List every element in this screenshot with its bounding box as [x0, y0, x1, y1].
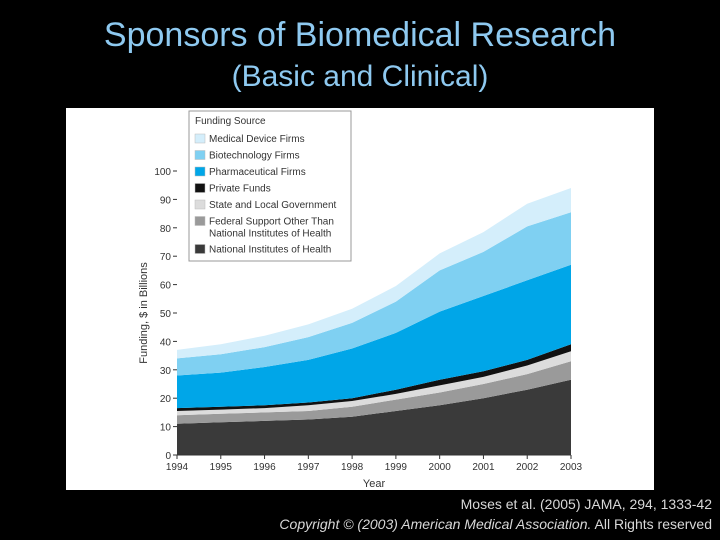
y-tick-label: 50 [160, 309, 172, 320]
axes: 0 10 20 30 40 50 60 70 80 90 100 1994 1995 1996 1997 19… [138, 167, 583, 490]
y-tick-label: 70 [160, 252, 172, 263]
y-tick-label: 40 [160, 337, 172, 348]
y-tick-label: 90 [160, 195, 172, 206]
x-tick-label: 1999 [385, 462, 408, 473]
stacked-area-chart: 0 10 20 30 40 50 60 70 80 90 100 1994 1995 1996 1997 19… [138, 110, 583, 490]
x-tick-label: 2000 [429, 462, 452, 473]
x-tick-label: 1997 [297, 462, 320, 473]
slide-title: Sponsors of Biomedical Research [103, 16, 617, 54]
y-tick-label: 10 [160, 423, 172, 434]
legend-title: Funding Source [195, 116, 266, 127]
y-tick-label: 100 [154, 167, 171, 178]
area-state-and-local-government [177, 351, 571, 416]
x-tick-label: 2001 [472, 462, 495, 473]
legend-swatch-biotechnology-firms [194, 150, 206, 160]
x-tick-label: 2002 [516, 462, 539, 473]
area-national-institutes-of-health [177, 379, 571, 455]
citation-copyright: Copyright © (2003) American Medical Asso… [279, 516, 712, 532]
legend-label-private-funds: Private Funds [209, 184, 271, 195]
area-layers [177, 188, 571, 455]
legend-swatch-federal-support-other-than-national-institutes-of-health [194, 216, 206, 226]
legend-swatch-national-institutes-of-health [194, 244, 206, 254]
legend-swatch-private-funds [194, 183, 206, 193]
y-tick-label: 0 [165, 451, 171, 462]
x-tick-label: 1996 [253, 462, 276, 473]
x-tick-label: 1994 [166, 462, 189, 473]
legend: Funding Source Medical Device Firms Biotec… [188, 110, 352, 262]
legend-label-federal-support-other-than-national-institutes-of-health: Federal Support Other Than National Insti… [209, 217, 334, 240]
y-tick-label: 60 [160, 281, 172, 292]
legend-swatch-pharmaceutical-firms [194, 166, 206, 177]
legend-swatch-medical-device-firms [194, 133, 206, 144]
copyright-notice: Copyright © (2003) American Medical Asso… [279, 516, 592, 532]
legend-label-national-institutes-of-health: National Institutes of Health [209, 245, 331, 256]
y-tick-label: 30 [160, 366, 172, 377]
legend-label-state-and-local-government: State and Local Government [209, 200, 337, 211]
legend-label-biotechnology-firms: Biotechnology Firms [209, 151, 300, 162]
legend-box [188, 110, 352, 262]
legend-swatch-state-and-local-government [194, 199, 206, 210]
x-axis-title: Year [363, 478, 386, 490]
rights-notice: All Rights reserved [591, 516, 713, 532]
legend-label-pharmaceutical-firms: Pharmaceutical Firms [209, 167, 306, 178]
area-federal-support-other-than-national-institutes-of-health [177, 361, 571, 424]
y-tick-label: 80 [160, 224, 172, 235]
x-tick-label: 2003 [560, 462, 583, 473]
area-pharmaceutical-firms [177, 264, 571, 409]
citation-reference: Moses et al. (2005) JAMA, 294, 1333-42 [460, 496, 712, 512]
legend-label-medical-device-firms: Medical Device Firms [209, 134, 305, 145]
y-tick-label: 20 [160, 394, 172, 405]
area-medical-device-firms [177, 188, 571, 359]
x-tick-label: 1998 [341, 462, 364, 473]
x-tick-label: 1995 [210, 462, 233, 473]
area-biotechnology-firms [177, 212, 571, 376]
y-axis-title: Funding, $ in Billions [138, 262, 150, 364]
chart-panel: 0 10 20 30 40 50 60 70 80 90 100 1994 1995 1996 1997 19… [66, 108, 654, 490]
slide-subtitle: (Basic and Clinical) [231, 60, 489, 93]
